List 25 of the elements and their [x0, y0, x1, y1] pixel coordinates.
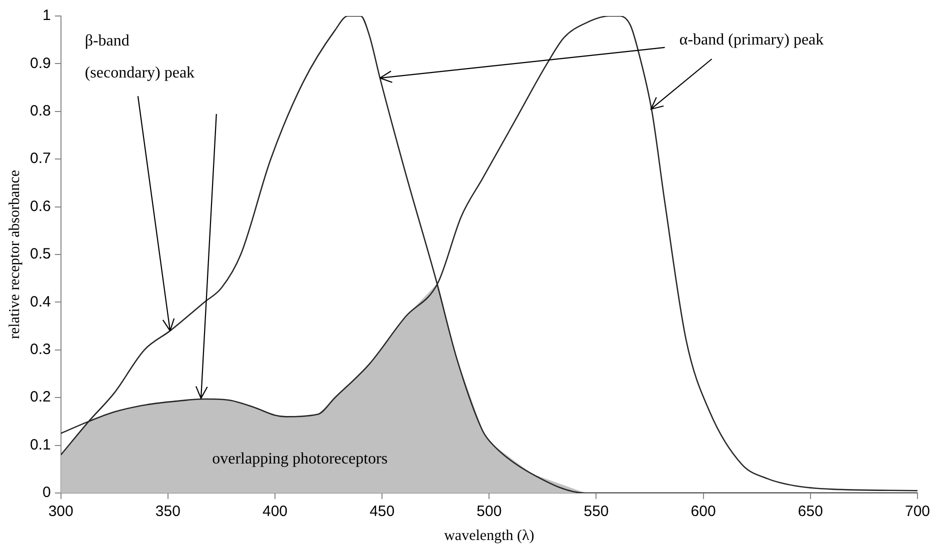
y-tick-label: 0.7: [30, 150, 51, 168]
annotation: β-band (secondary) peak: [84, 32, 195, 82]
annotation: α-band (primary) peak: [679, 32, 824, 49]
y-tick-label: 0.9: [30, 54, 51, 72]
x-tick-label: 700: [904, 503, 930, 520]
y-tick-label: 0.1: [30, 436, 51, 454]
annotation: overlapping photoreceptors: [212, 450, 388, 468]
x-tick-label: 500: [476, 503, 502, 520]
y-tick-label: 0: [42, 484, 51, 502]
y-tick-label: 0.4: [30, 293, 51, 310]
y-axis-title: relative receptor absorbance: [6, 170, 23, 340]
y-tick-label: 0.2: [30, 388, 51, 406]
x-axis-title: wavelength (λ): [444, 528, 534, 544]
x-tick-label: 600: [690, 503, 716, 520]
y-tick-label: 0.5: [30, 246, 51, 263]
y-tick-label: 0.6: [30, 198, 51, 215]
y-tick-label: 1: [42, 7, 51, 24]
x-tick-label: 450: [370, 503, 395, 520]
x-tick-label: 300: [48, 503, 74, 520]
y-tick-label: 0.8: [30, 102, 51, 120]
y-tick-label: 0.3: [30, 341, 51, 358]
x-tick-label: 550: [584, 503, 609, 520]
x-tick-label: 400: [262, 503, 288, 520]
x-tick-label: 650: [798, 503, 823, 520]
x-tick-label: 350: [155, 503, 180, 520]
